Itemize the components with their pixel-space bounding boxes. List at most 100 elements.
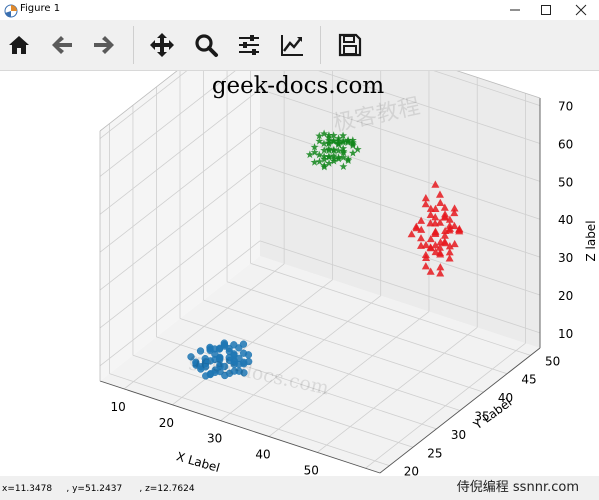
coordinate-readout: x=11.3478 , y=51.2437 , z=12.7624 (2, 484, 195, 494)
point-series-3 (310, 158, 319, 166)
point-series-3 (348, 148, 357, 157)
x-tick-label: 50 (304, 463, 319, 476)
point-series-3 (315, 137, 324, 145)
point-series-2 (435, 190, 444, 198)
point-series-1 (216, 361, 224, 369)
point-series-1 (196, 347, 205, 355)
point-series-3 (348, 139, 357, 148)
figure-canvas[interactable]: 极客教程 geek-docs.com 102030405060202530354… (0, 5, 599, 493)
save-button[interactable] (334, 28, 366, 62)
point-series-1 (240, 369, 248, 377)
point-series-2 (455, 225, 464, 233)
y-tick-label: 20 (404, 465, 419, 476)
edit-axes-button[interactable] (276, 28, 308, 62)
z-tick-label: 10 (558, 327, 573, 341)
3d-scatter-chart[interactable]: 极客教程 geek-docs.com 102030405060202530354… (0, 5, 599, 493)
point-series-2 (450, 221, 459, 230)
point-series-1 (192, 361, 200, 369)
point-series-1 (230, 350, 238, 358)
point-series-2 (445, 248, 454, 256)
chart-title: geek-docs.com (212, 73, 385, 99)
grid-line-z (259, 88, 541, 182)
sliders-icon (239, 35, 259, 55)
z-tick-label: 30 (558, 251, 573, 265)
point-series-1 (230, 360, 238, 369)
point-series-1 (225, 356, 234, 365)
home-icon (9, 36, 29, 54)
point-series-3 (315, 157, 324, 166)
back-button[interactable] (46, 28, 78, 62)
point-series-3 (339, 148, 348, 157)
point-series-3 (324, 139, 333, 148)
title-bar: Figure 1 (0, 0, 599, 20)
maximize-button[interactable] (529, 0, 563, 20)
y-axis-line (379, 347, 541, 474)
point-series-3 (329, 156, 338, 165)
magnifier-icon (195, 34, 218, 57)
y-tick-label: 50 (545, 354, 560, 368)
point-series-1 (244, 351, 253, 359)
point-series-3 (320, 146, 329, 154)
point-series-3 (324, 152, 333, 160)
point-series-2 (407, 230, 416, 238)
x-axis-label: X Label (175, 449, 222, 475)
grid-line-z (99, 51, 261, 177)
grid-line-z (259, 202, 541, 296)
point-series-3 (339, 131, 348, 140)
point-series-2 (431, 180, 440, 188)
point-series-2 (421, 262, 430, 270)
grid-line-y (179, 318, 461, 411)
close-button[interactable] (564, 0, 598, 20)
home-button[interactable] (3, 28, 35, 62)
grid-line-z (259, 126, 541, 220)
point-series-3 (319, 139, 328, 148)
point-series-1 (206, 370, 215, 378)
point-series-2 (431, 219, 440, 227)
point-series-3 (334, 153, 343, 161)
y-tick-label: 45 (521, 373, 536, 387)
y-tick-label: 25 (427, 446, 442, 460)
point-series-3 (343, 136, 352, 145)
point-series-2 (440, 213, 449, 221)
grid-line-z (99, 240, 261, 367)
point-series-2 (445, 242, 454, 250)
move-arrows-icon (150, 33, 174, 57)
point-series-3 (339, 144, 348, 152)
point-series-1 (211, 355, 219, 364)
point-series-3 (324, 144, 333, 153)
y-tick-label: 30 (451, 428, 466, 442)
x-tick-label: 40 (255, 448, 270, 462)
source-credit-watermark: 侍倪编程 ssnnr.com (456, 480, 579, 495)
point-series-2 (421, 194, 430, 202)
point-series-2 (417, 234, 426, 242)
grid-line-z (99, 89, 261, 215)
forward-button[interactable] (88, 28, 120, 62)
configure-subplots-button[interactable] (233, 28, 265, 62)
point-series-2 (412, 224, 421, 232)
grid-line-z (99, 126, 261, 253)
point-series-2 (426, 210, 435, 218)
point-series-2 (450, 204, 459, 212)
point-series-2 (431, 241, 440, 249)
point-series-3 (344, 154, 353, 163)
z-tick-label: 60 (558, 137, 573, 151)
grid-line-z (99, 202, 261, 329)
point-series-3 (334, 146, 343, 155)
point-series-1 (216, 344, 224, 352)
point-series-3 (334, 140, 343, 149)
minimize-button[interactable] (498, 0, 532, 20)
point-series-2 (431, 213, 440, 221)
point-series-2 (421, 200, 430, 208)
data-points (187, 129, 464, 380)
point-series-2 (450, 208, 459, 217)
grid-line-y (109, 373, 390, 467)
y-tick-label: 35 (474, 410, 489, 424)
point-series-2 (426, 234, 435, 243)
pan-button[interactable] (146, 28, 178, 62)
x-axis-line (99, 380, 381, 474)
point-series-2 (436, 198, 445, 206)
point-series-2 (445, 215, 454, 223)
point-series-3 (324, 131, 333, 139)
z-tick-label: 40 (558, 213, 573, 227)
zoom-button[interactable] (190, 28, 222, 62)
